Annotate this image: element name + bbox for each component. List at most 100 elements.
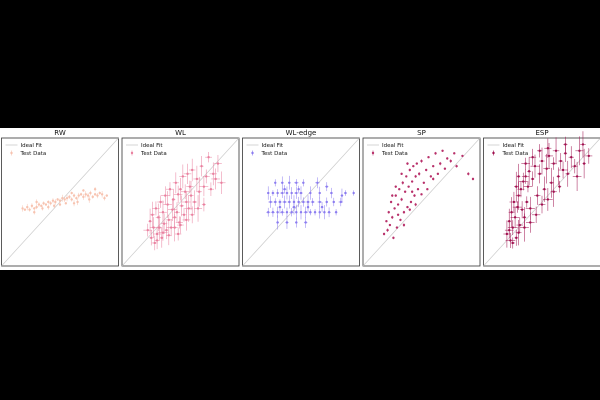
point-marker — [200, 164, 203, 168]
data-point — [177, 216, 184, 234]
data-point — [186, 180, 194, 193]
point-marker — [511, 241, 514, 245]
point-marker — [410, 190, 414, 193]
data-point — [391, 194, 394, 197]
data-point — [550, 176, 557, 207]
point-marker — [510, 211, 513, 214]
point-marker — [396, 203, 400, 206]
point-marker — [196, 207, 200, 210]
data-point — [556, 167, 561, 186]
point-marker — [58, 203, 62, 206]
point-marker — [538, 172, 541, 176]
data-point — [414, 202, 417, 207]
data-point — [299, 205, 303, 220]
data-point — [84, 191, 87, 198]
point-marker — [193, 200, 196, 204]
data-point — [194, 195, 203, 222]
point-marker — [188, 185, 192, 188]
point-marker — [274, 181, 277, 184]
point-marker — [518, 223, 521, 227]
data-point — [201, 197, 206, 212]
point-marker — [400, 172, 403, 176]
point-marker — [86, 194, 90, 197]
point-marker — [344, 191, 347, 195]
point-marker — [191, 168, 194, 172]
data-point — [416, 188, 420, 191]
data-point — [303, 206, 308, 218]
ideal-fit-line — [362, 137, 481, 267]
point-marker — [100, 193, 104, 196]
point-marker — [198, 190, 201, 193]
data-point — [382, 232, 386, 236]
point-marker — [550, 181, 553, 184]
point-marker — [546, 147, 550, 150]
point-marker — [216, 162, 220, 165]
point-marker — [391, 216, 394, 219]
data-point — [429, 175, 433, 178]
point-marker — [461, 154, 464, 158]
point-marker — [523, 226, 526, 229]
legend-test-label: Test Data — [261, 151, 288, 157]
data-point — [280, 176, 284, 190]
data-point — [188, 181, 194, 211]
point-marker — [276, 211, 279, 214]
point-marker — [398, 188, 401, 191]
data-point — [49, 201, 52, 206]
data-point — [510, 237, 515, 249]
point-marker — [283, 200, 286, 204]
data-point — [413, 194, 416, 198]
point-marker — [529, 207, 532, 210]
point-marker — [159, 200, 162, 204]
data-point — [199, 156, 204, 177]
point-marker — [441, 149, 444, 152]
point-marker — [297, 200, 300, 204]
data-point — [515, 220, 522, 246]
point-marker — [526, 185, 530, 188]
point-marker — [169, 226, 173, 229]
point-marker — [330, 191, 333, 195]
point-marker — [42, 202, 45, 205]
point-marker — [400, 198, 403, 201]
point-marker — [420, 193, 423, 196]
data-point — [295, 204, 298, 220]
data-point — [100, 190, 104, 198]
point-marker — [195, 177, 199, 181]
point-marker — [561, 168, 565, 172]
point-marker — [505, 232, 509, 236]
data-point — [301, 197, 306, 207]
point-marker — [278, 205, 282, 209]
point-marker — [564, 143, 567, 146]
panel-title: WL — [175, 129, 186, 137]
point-marker — [91, 195, 94, 199]
data-point — [287, 195, 292, 209]
point-marker — [285, 221, 289, 224]
point-marker — [401, 181, 404, 184]
point-marker — [318, 200, 321, 204]
point-marker — [432, 177, 435, 181]
data-point — [329, 187, 333, 199]
point-marker — [413, 194, 416, 197]
data-point — [151, 235, 158, 251]
data-point — [575, 136, 584, 166]
point-marker — [516, 205, 519, 209]
point-marker — [306, 205, 310, 209]
data-point — [572, 161, 582, 191]
point-marker — [179, 223, 182, 227]
data-point — [565, 160, 571, 187]
data-point — [514, 171, 519, 202]
point-marker — [394, 185, 397, 188]
data-point — [268, 196, 273, 208]
data-point — [385, 220, 388, 223]
ideal-fit-line — [121, 137, 240, 267]
point-marker — [157, 216, 160, 219]
data-point — [76, 198, 79, 206]
data-point — [432, 164, 435, 168]
point-marker — [575, 175, 579, 178]
data-point — [282, 195, 287, 209]
data-point — [82, 193, 85, 200]
point-marker — [393, 207, 396, 210]
data-point — [175, 216, 183, 229]
point-marker — [446, 157, 449, 160]
point-marker — [511, 226, 514, 229]
data-point — [539, 147, 545, 175]
